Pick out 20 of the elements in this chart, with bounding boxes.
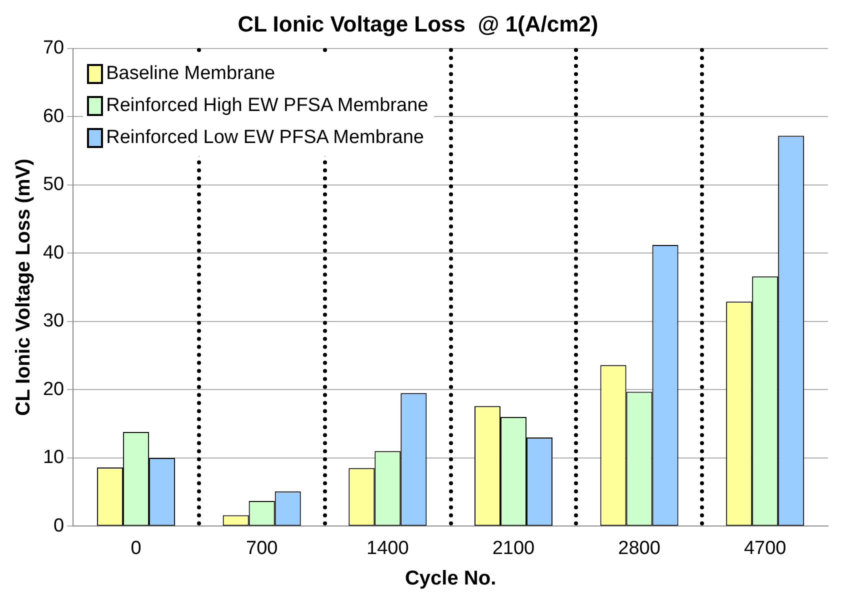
chart-title: CL Ionic Voltage Loss @ 1(A/cm2)	[238, 11, 598, 36]
y-tick-label: 20	[42, 378, 64, 400]
y-axis-title: CL Ionic Voltage Loss (mV)	[12, 158, 35, 416]
y-tick-label: 60	[42, 106, 64, 127]
x-axis-title: Cycle No.	[404, 568, 496, 590]
y-tick-label: 0	[54, 515, 64, 536]
legend-label: Reinforced High EW PFSA Membrane	[106, 95, 428, 118]
y-tick-label: 70	[42, 38, 64, 59]
y-tick-label: 50	[42, 174, 64, 196]
x-tick-label: 2100	[492, 538, 535, 559]
legend-label: Reinforced Low EW PFSA Membrane	[106, 127, 424, 150]
x-tick-label: 2800	[618, 538, 660, 559]
x-tick-label: 1400	[366, 538, 409, 559]
x-tick-label: 700	[246, 538, 278, 559]
y-tick-label: 30	[42, 310, 64, 332]
y-tick-label: 40	[42, 242, 64, 264]
y-tick-label: 10	[42, 447, 64, 468]
legend-label: Baseline Membrane	[106, 63, 276, 86]
x-tick-label: 0	[130, 538, 142, 559]
x-tick-label: 4700	[744, 538, 786, 559]
